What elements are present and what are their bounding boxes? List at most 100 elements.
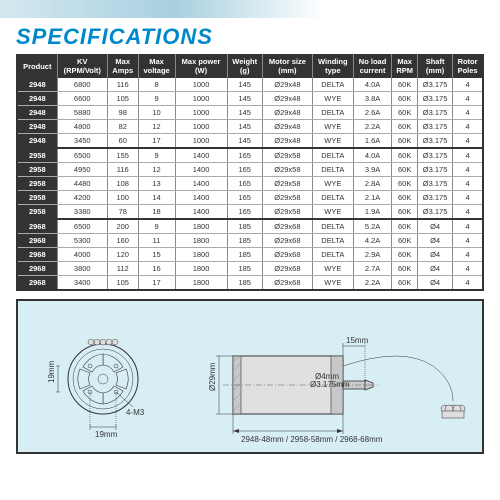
table-cell: 2.9A [353, 248, 392, 262]
table-row: 29584480108131400165Ø29x58WYE2.8A60KØ3.1… [17, 177, 483, 191]
table-cell: 2948 [17, 106, 57, 120]
table-cell: Ø29x68 [262, 234, 312, 248]
table-cell: Ø3.175 [418, 177, 453, 191]
table-cell: Ø3.175 [418, 92, 453, 106]
table-cell: 60K [392, 262, 418, 276]
table-cell: 2968 [17, 276, 57, 291]
table-cell: 60K [392, 234, 418, 248]
table-cell: 9 [138, 219, 175, 234]
table-cell: 1000 [175, 120, 227, 134]
table-cell: 185 [227, 219, 262, 234]
table-cell: 200 [107, 219, 138, 234]
table-cell: DELTA [312, 163, 353, 177]
table-cell: 60K [392, 92, 418, 106]
table-cell: 145 [227, 92, 262, 106]
table-cell: Ø3.175 [418, 191, 453, 205]
table-cell: 12 [138, 163, 175, 177]
table-cell: 4 [453, 134, 483, 149]
spec-table: ProductKV(RPM/Volt)MaxAmpsMaxvoltageMax … [16, 54, 484, 291]
table-cell: WYE [312, 177, 353, 191]
table-cell: 1.6A [353, 134, 392, 149]
table-cell: Ø29x58 [262, 205, 312, 220]
table-cell: 4 [453, 234, 483, 248]
table-cell: 4.2A [353, 234, 392, 248]
table-cell: 2958 [17, 163, 57, 177]
front-dim-bottom: 19mm [95, 430, 118, 439]
table-cell: 9 [138, 148, 175, 163]
table-cell: 60K [392, 78, 418, 92]
table-cell: 145 [227, 134, 262, 149]
table-cell: 165 [227, 148, 262, 163]
table-cell: Ø3.175 [418, 120, 453, 134]
col-header: Shaft(mm) [418, 54, 453, 78]
front-dim-left: 19mm [48, 360, 56, 383]
table-cell: 2968 [17, 248, 57, 262]
table-cell: WYE [312, 120, 353, 134]
table-cell: 60 [107, 134, 138, 149]
table-cell: Ø29x68 [262, 219, 312, 234]
side-top-dim: 15mm [346, 336, 369, 345]
table-cell: 78 [107, 205, 138, 220]
table-cell: 145 [227, 120, 262, 134]
table-cell: 4 [453, 191, 483, 205]
table-cell: 1400 [175, 191, 227, 205]
table-cell: 60K [392, 205, 418, 220]
table-row: 29684000120151800185Ø29x68DELTA2.9A60KØ4… [17, 248, 483, 262]
table-cell: 60K [392, 148, 418, 163]
table-cell: 3.8A [353, 92, 392, 106]
table-cell: 3380 [57, 205, 107, 220]
table-cell: 15 [138, 248, 175, 262]
table-cell: Ø29x58 [262, 191, 312, 205]
table-row: 2948680011681000145Ø29x48DELTA4.0A60KØ3.… [17, 78, 483, 92]
table-cell: 3450 [57, 134, 107, 149]
table-row: 2948345060171000145Ø29x48WYE1.6A60KØ3.17… [17, 134, 483, 149]
table-cell: 105 [107, 92, 138, 106]
table-cell: 1800 [175, 276, 227, 291]
col-header: Motor size(mm) [262, 54, 312, 78]
table-cell: Ø3.175 [418, 148, 453, 163]
col-header: MaxAmps [107, 54, 138, 78]
table-cell: 5300 [57, 234, 107, 248]
table-cell: 2948 [17, 120, 57, 134]
table-row: 2958338078181400165Ø29x58WYE1.9A60KØ3.17… [17, 205, 483, 220]
table-cell: 6500 [57, 148, 107, 163]
table-cell: 1400 [175, 177, 227, 191]
table-cell: 2948 [17, 78, 57, 92]
table-cell: 6600 [57, 92, 107, 106]
table-cell: 155 [107, 148, 138, 163]
table-cell: 5.2A [353, 219, 392, 234]
table-cell: Ø29x48 [262, 134, 312, 149]
table-cell: 1800 [175, 248, 227, 262]
col-header: No loadcurrent [353, 54, 392, 78]
table-cell: 4480 [57, 177, 107, 191]
table-cell: 60K [392, 134, 418, 149]
col-header: RotorPoles [453, 54, 483, 78]
table-row: 29683800112161800185Ø29x68WYE2.7A60KØ44 [17, 262, 483, 276]
table-cell: 6500 [57, 219, 107, 234]
table-cell: DELTA [312, 248, 353, 262]
table-cell: Ø3.175 [418, 163, 453, 177]
table-cell: 1800 [175, 234, 227, 248]
table-cell: 185 [227, 276, 262, 291]
table-cell: 17 [138, 276, 175, 291]
table-cell: 145 [227, 78, 262, 92]
table-cell: 9 [138, 92, 175, 106]
motor-front-view: 19mm 4-M3 19mm [48, 339, 168, 449]
table-cell: DELTA [312, 191, 353, 205]
table-cell: 145 [227, 106, 262, 120]
table-cell: 13 [138, 177, 175, 191]
page-title: SPECIFICATIONS [0, 18, 500, 54]
table-cell: 1400 [175, 148, 227, 163]
table-cell: 2958 [17, 177, 57, 191]
table-cell: WYE [312, 205, 353, 220]
table-cell: 5880 [57, 106, 107, 120]
table-cell: 60K [392, 276, 418, 291]
table-cell: Ø3.175 [418, 78, 453, 92]
table-cell: Ø29x48 [262, 92, 312, 106]
table-cell: 2958 [17, 205, 57, 220]
table-cell: 60K [392, 219, 418, 234]
table-cell: WYE [312, 134, 353, 149]
table-cell: 60K [392, 248, 418, 262]
table-cell: 1000 [175, 106, 227, 120]
table-row: 29584200100141400165Ø29x58DELTA2.1A60KØ3… [17, 191, 483, 205]
